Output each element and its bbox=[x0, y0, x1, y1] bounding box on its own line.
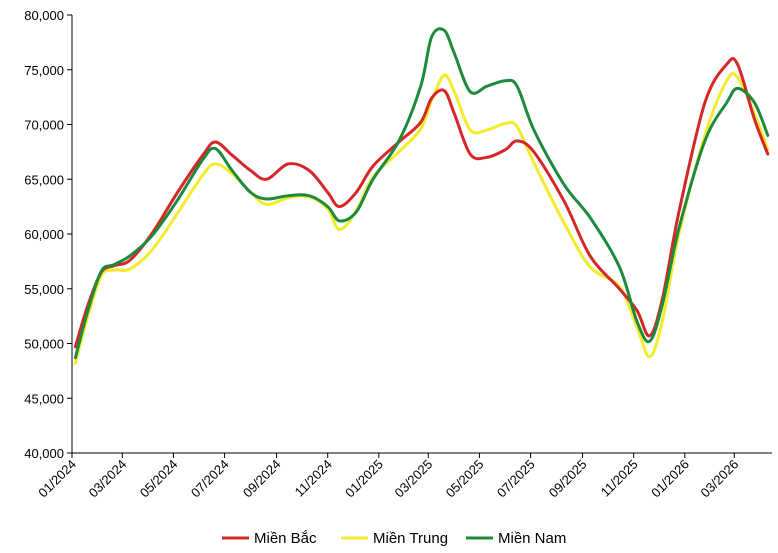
x-tick-label: 01/2024 bbox=[35, 457, 79, 501]
legend-label: Miền Bắc bbox=[254, 530, 317, 547]
x-tick-label: 03/2024 bbox=[86, 457, 130, 501]
legend-label: Miền Nam bbox=[498, 530, 566, 547]
x-tick-label: 07/2024 bbox=[188, 457, 232, 501]
y-tick-label: 55,000 bbox=[24, 282, 64, 297]
y-tick-label: 60,000 bbox=[24, 227, 64, 242]
x-tick-label: 03/2025 bbox=[392, 457, 436, 501]
series-line-mien-nam bbox=[73, 27, 770, 360]
legend: Miền Bắc Miền Trung Miền Nam bbox=[222, 530, 566, 547]
plot-area bbox=[73, 27, 770, 365]
x-tick-label: 09/2024 bbox=[240, 457, 284, 501]
y-axis-ticks: 40,000 45,000 50,000 55,000 60,000 65,000 70,0… bbox=[24, 8, 72, 461]
y-tick-label: 70,000 bbox=[24, 118, 64, 133]
x-tick-label: 05/2024 bbox=[137, 457, 181, 501]
y-tick-label: 50,000 bbox=[24, 337, 64, 352]
y-tick-label: 80,000 bbox=[24, 8, 64, 23]
y-tick-label: 75,000 bbox=[24, 63, 64, 78]
legend-label: Miền Trung bbox=[373, 530, 448, 547]
x-tick-label: 05/2025 bbox=[443, 457, 487, 501]
x-tick-label: 01/2026 bbox=[648, 457, 692, 501]
x-tick-label: 03/2026 bbox=[698, 457, 742, 501]
x-tick-label: 07/2025 bbox=[494, 457, 538, 501]
y-tick-label: 45,000 bbox=[24, 391, 64, 406]
y-tick-label: 40,000 bbox=[24, 446, 64, 461]
x-tick-label: 11/2024 bbox=[292, 457, 335, 500]
y-tick-label: 65,000 bbox=[24, 172, 64, 187]
x-axis-ticks: 01/2024 03/2024 05/2024 07/2024 09/2024 11/20… bbox=[35, 453, 741, 500]
series-line-mien-trung bbox=[73, 71, 770, 365]
x-tick-label: 09/2025 bbox=[546, 457, 590, 501]
x-tick-label: 01/2025 bbox=[342, 457, 386, 501]
x-tick-label: 11/2025 bbox=[598, 457, 641, 500]
